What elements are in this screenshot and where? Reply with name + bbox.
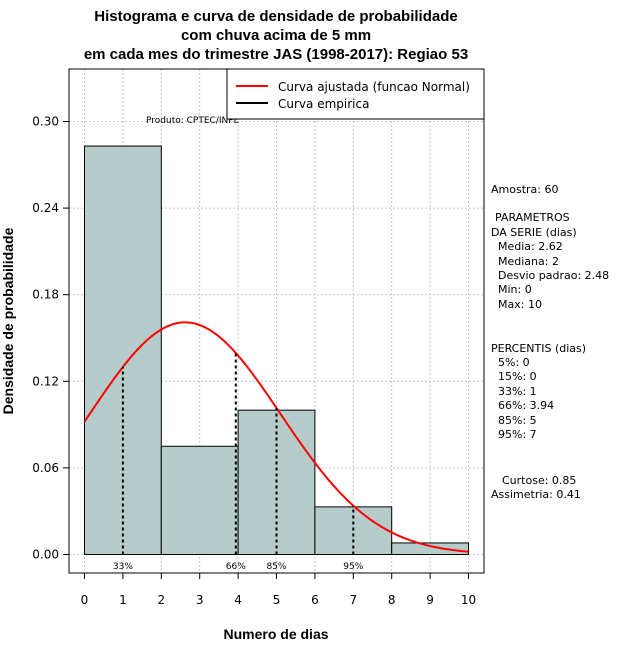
kurtosis: Curtose: 0.85	[502, 474, 576, 487]
curve-layer	[83, 321, 469, 553]
histogram-bar-2	[160, 445, 239, 555]
legend-label-normal: Curva ajustada (funcao Normal)	[278, 80, 470, 94]
y-tick-label-0.30: 0.30	[32, 115, 59, 129]
percentile-label-66: 66%	[226, 562, 246, 572]
chart-title-line-1: Histograma e curva de densidade de proba…	[94, 8, 457, 25]
x-tick-label-0: 0	[81, 593, 89, 607]
normal-fit-curve	[83, 321, 469, 553]
percentile-66: 66%: 3.94	[498, 399, 554, 412]
percentile-label-33: 33%	[113, 562, 133, 572]
y-tick-label-0.12: 0.12	[32, 374, 59, 388]
x-tick-label-6: 6	[311, 593, 319, 607]
x-tick-label-1: 1	[119, 593, 127, 607]
y-axis-title: Densidade de probabilidade	[0, 227, 16, 414]
percentile-85: 85%: 5	[498, 414, 537, 427]
x-tick-label-8: 8	[388, 593, 396, 607]
param-min: Min: 0	[498, 283, 532, 296]
chart-title-line-2: com chuva acima de 5 mm	[181, 27, 371, 44]
percentile-33: 33%: 1	[498, 385, 537, 398]
params-header-1: PARAMETROS	[495, 211, 570, 224]
x-tick-label-2: 2	[157, 593, 165, 607]
percentile-15: 15%: 0	[498, 370, 537, 383]
param-mean: Media: 2.62	[498, 240, 563, 253]
x-tick-label-4: 4	[234, 593, 242, 607]
bars-layer	[84, 145, 470, 556]
x-tick-label-5: 5	[273, 593, 281, 607]
skewness: Assimetria: 0.41	[491, 488, 581, 501]
producer-annotation: Produto: CPTEC/INPE	[146, 116, 240, 126]
param-median: Mediana: 2	[498, 255, 559, 268]
histogram-bar-5	[391, 542, 470, 555]
percentile-95: 95%: 7	[498, 428, 537, 441]
x-axis-title: Numero de dias	[223, 626, 328, 642]
legend: Curva ajustada (funcao Normal) Curva emp…	[226, 68, 485, 120]
y-tick-label-0.18: 0.18	[32, 288, 59, 302]
y-tick-label-0.06: 0.06	[32, 461, 59, 475]
param-max: Max: 10	[498, 298, 542, 311]
x-tick-label-10: 10	[461, 593, 476, 607]
legend-label-empirical: Curva empirica	[278, 97, 369, 111]
y-tick-label-0.00: 0.00	[32, 548, 59, 562]
axes-layer: 0.00 0.06 0.12 0.18 0.24 0.30 0 1 2 3 4 5 6 7 8 9 10	[32, 115, 476, 608]
percentile-5: 5%: 0	[498, 356, 530, 369]
x-tick-label-3: 3	[196, 593, 204, 607]
percentis-header: PERCENTIS (dias)	[491, 342, 586, 355]
param-std: Desvio padrao: 2.48	[498, 269, 609, 282]
percentile-label-95: 95%	[343, 562, 363, 572]
x-tick-label-7: 7	[349, 593, 357, 607]
sample-size: Amostra: 60	[491, 183, 558, 196]
params-header-2: DA SERIE (dias)	[491, 226, 577, 239]
chart-title-line-3: em cada mes do trimestre JAS (1998-2017)…	[84, 46, 468, 63]
y-tick-label-0.24: 0.24	[32, 201, 59, 215]
stats-panel: Amostra: 60 PARAMETROS DA SERIE (dias) M…	[491, 183, 609, 501]
legend-box	[226, 68, 485, 120]
percentile-label-85: 85%	[266, 562, 286, 572]
x-tick-label-9: 9	[426, 593, 434, 607]
percentile-layer: 33% 66% 85% 95%	[113, 352, 364, 572]
